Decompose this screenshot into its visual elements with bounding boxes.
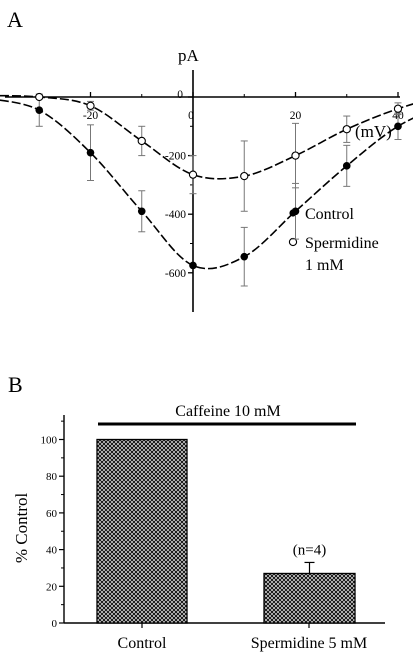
- panel-a: A pA (mV) Control Spermidine 1 mM: [7, 7, 392, 274]
- panel-b: B Caffeine 10 mM % Control: [8, 372, 356, 563]
- panel-a-y-tick-label: -400: [165, 209, 186, 221]
- bar-1: [263, 572, 356, 624]
- series-1-point: [393, 104, 403, 113]
- panel-b-y-tick-label: 60: [46, 508, 58, 520]
- legend-spermidine-marker: [288, 237, 298, 247]
- series-1-point: [291, 151, 300, 160]
- series-1-point: [188, 170, 198, 179]
- panel-b-label: B: [8, 372, 23, 397]
- series-1-point: [35, 92, 44, 102]
- bar-1-annotation: (n=4): [293, 542, 326, 558]
- series-0-point: [86, 148, 95, 157]
- series-0-point: [240, 252, 249, 261]
- series-0-fit-line: [0, 99, 413, 270]
- legend-spermidine-label-line1: Spermidine: [305, 235, 379, 252]
- panel-a-y-axis-label: pA: [178, 46, 200, 65]
- panel-b-y-tick-label: 20: [46, 581, 58, 593]
- series-1-point: [86, 101, 95, 110]
- series-0-point: [35, 106, 44, 114]
- panel-a-y-tick-label: -200: [165, 151, 186, 163]
- panel-a-x-tick-label: 0: [188, 110, 194, 122]
- panel-a-label: A: [7, 7, 23, 32]
- series-0-point: [137, 207, 146, 216]
- panel-b-y-tick-label: 80: [46, 471, 58, 483]
- panel-b-x-tick-label: Spermidine 5 mM: [251, 635, 367, 652]
- panel-a-y-tick-label: 0: [177, 89, 183, 101]
- panel-b-y-tick-label: 40: [46, 545, 58, 557]
- series-0-point: [189, 261, 197, 270]
- bar-0: [96, 438, 188, 624]
- panel-a-y-tick-label: -600: [165, 268, 186, 280]
- panel-b-title: Caffeine 10 mM: [175, 403, 280, 420]
- series-0-point: [291, 207, 300, 216]
- series-1-point: [240, 171, 249, 181]
- legend-spermidine-label-line2: 1 mM: [305, 257, 344, 274]
- panel-a-x-tick-label: -20: [83, 110, 99, 122]
- panel-a-plot: -40-2020406000-200-400-600: [0, 70, 413, 312]
- series-1-point: [342, 125, 351, 134]
- panel-a-x-axis-label: (mV): [355, 122, 392, 141]
- legend-control-label: Control: [305, 206, 354, 223]
- panel-a-x-tick-label: 20: [290, 110, 302, 122]
- series-0-point: [394, 122, 402, 131]
- panel-b-y-axis-label: % Control: [12, 493, 31, 564]
- panel-b-y-tick-label: 0: [52, 618, 58, 630]
- panel-b-plot: 0 20 40 60 80 100 Control Spermidine 5 mM (n=4): [41, 415, 385, 652]
- series-0-point: [342, 162, 351, 170]
- panel-b-x-tick-label: Control: [118, 635, 167, 652]
- series-1-point: [137, 136, 146, 146]
- series-1-fit-line: [0, 94, 413, 180]
- panel-b-y-tick-label: 100: [41, 435, 58, 447]
